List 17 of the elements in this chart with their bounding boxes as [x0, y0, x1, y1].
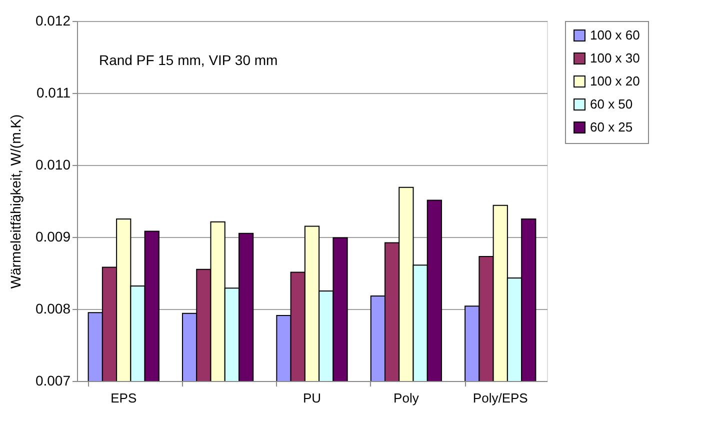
y-tick-label: 0.011	[36, 84, 71, 100]
x-tick-label: Poly	[394, 390, 420, 406]
y-axis-title: Wärmeleitfähigkeit, W/(m.K)	[7, 114, 24, 289]
legend-label: 60 x 50	[590, 96, 633, 112]
y-tick-label: 0.007	[35, 372, 71, 388]
x-tick-label: EPS	[110, 390, 137, 406]
x-tick-label: PU	[302, 390, 322, 406]
legend-label: 100 x 30	[590, 50, 640, 66]
legend-label: 60 x 25	[590, 120, 633, 134]
x-tick-label: Poly/EPS	[472, 390, 528, 406]
y-tick-label: 0.010	[35, 156, 71, 172]
y-tick-label: 0.012	[35, 12, 71, 28]
y-tick-label: 0.008	[35, 300, 71, 316]
legend-label: 100 x 20	[590, 74, 640, 88]
y-tick-label: 0.009	[35, 228, 71, 244]
legend-label: 100 x 60	[590, 28, 640, 42]
annotation: Rand PF 15 mm, VIP 30 mm	[99, 52, 278, 68]
